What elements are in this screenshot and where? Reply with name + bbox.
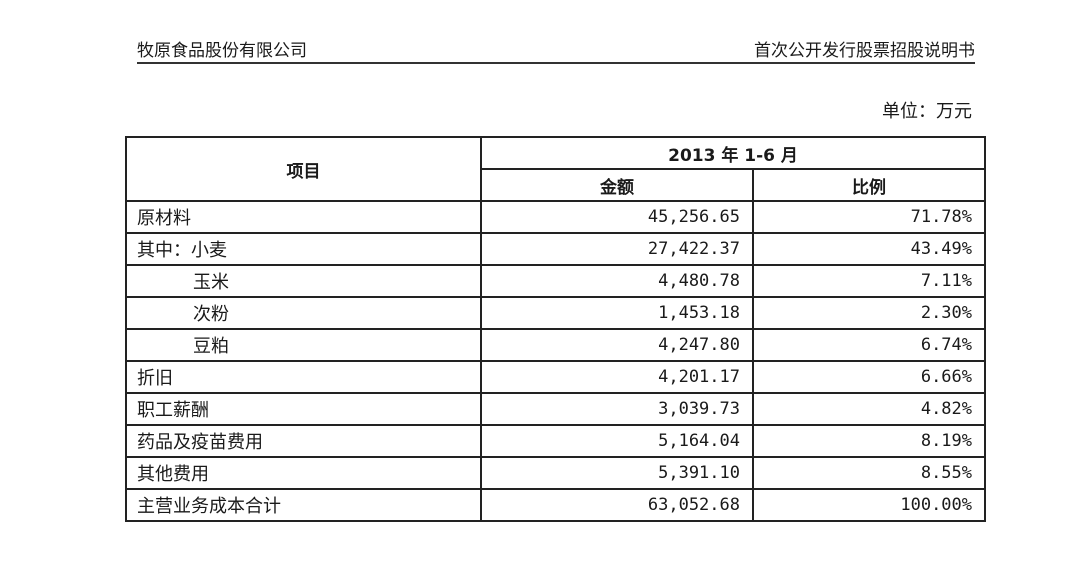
row-amount: 1,453.18: [480, 296, 754, 330]
row-label: 其他费用: [125, 456, 482, 490]
row-amount: 45,256.65: [480, 200, 754, 234]
amount-header: 金额: [480, 168, 754, 202]
row-ratio: 71.78%: [751, 200, 987, 234]
row-ratio: 8.55%: [751, 456, 987, 490]
document-title: 首次公开发行股票招股说明书: [754, 41, 975, 61]
item-header: 项目: [125, 136, 482, 202]
table-row: 主营业务成本合计 63,052.68 100.00%: [125, 488, 987, 522]
row-amount: 4,247.80: [480, 328, 754, 362]
table-row: 折旧 4,201.17 6.66%: [125, 360, 987, 394]
row-label: 折旧: [125, 360, 482, 394]
table-row: 玉米 4,480.78 7.11%: [125, 264, 987, 298]
row-ratio: 2.30%: [751, 296, 987, 330]
table-row: 原材料 45,256.65 71.78%: [125, 200, 987, 234]
row-label: 职工薪酬: [125, 392, 482, 426]
row-label: 次粉: [125, 296, 482, 330]
row-amount: 63,052.68: [480, 488, 754, 522]
row-label: 主营业务成本合计: [125, 488, 482, 522]
table-row: 职工薪酬 3,039.73 4.82%: [125, 392, 987, 426]
row-ratio: 100.00%: [751, 488, 987, 522]
row-amount: 4,480.78: [480, 264, 754, 298]
row-amount: 5,391.10: [480, 456, 754, 490]
row-ratio: 8.19%: [751, 424, 987, 458]
row-label: 原材料: [125, 200, 482, 234]
row-label: 其中：小麦: [125, 232, 482, 266]
row-amount: 5,164.04: [480, 424, 754, 458]
table-row: 药品及疫苗费用 5,164.04 8.19%: [125, 424, 987, 458]
row-amount: 27,422.37: [480, 232, 754, 266]
cost-table: 项目 2013 年 1-6 月 金额 比例 原材料 45,256.65 71.78%…: [125, 136, 987, 522]
row-amount: 3,039.73: [480, 392, 754, 426]
row-label: 玉米: [125, 264, 482, 298]
company-name: 牧原食品股份有限公司: [137, 41, 307, 61]
ratio-header: 比例: [751, 168, 987, 202]
period-header: 2013 年 1-6 月: [479, 136, 987, 170]
table-row: 其中：小麦 27,422.37 43.49%: [125, 232, 987, 266]
table-row: 其他费用 5,391.10 8.55%: [125, 456, 987, 490]
table-row: 次粉 1,453.18 2.30%: [125, 296, 987, 330]
row-label: 豆粕: [125, 328, 482, 362]
row-ratio: 6.66%: [751, 360, 987, 394]
row-ratio: 6.74%: [751, 328, 987, 362]
header-divider: [137, 62, 975, 64]
row-amount: 4,201.17: [480, 360, 754, 394]
row-ratio: 4.82%: [751, 392, 987, 426]
row-ratio: 7.11%: [751, 264, 987, 298]
row-ratio: 43.49%: [751, 232, 987, 266]
unit-label: 单位：万元: [882, 101, 972, 122]
table-row: 豆粕 4,247.80 6.74%: [125, 328, 987, 362]
row-label: 药品及疫苗费用: [125, 424, 482, 458]
